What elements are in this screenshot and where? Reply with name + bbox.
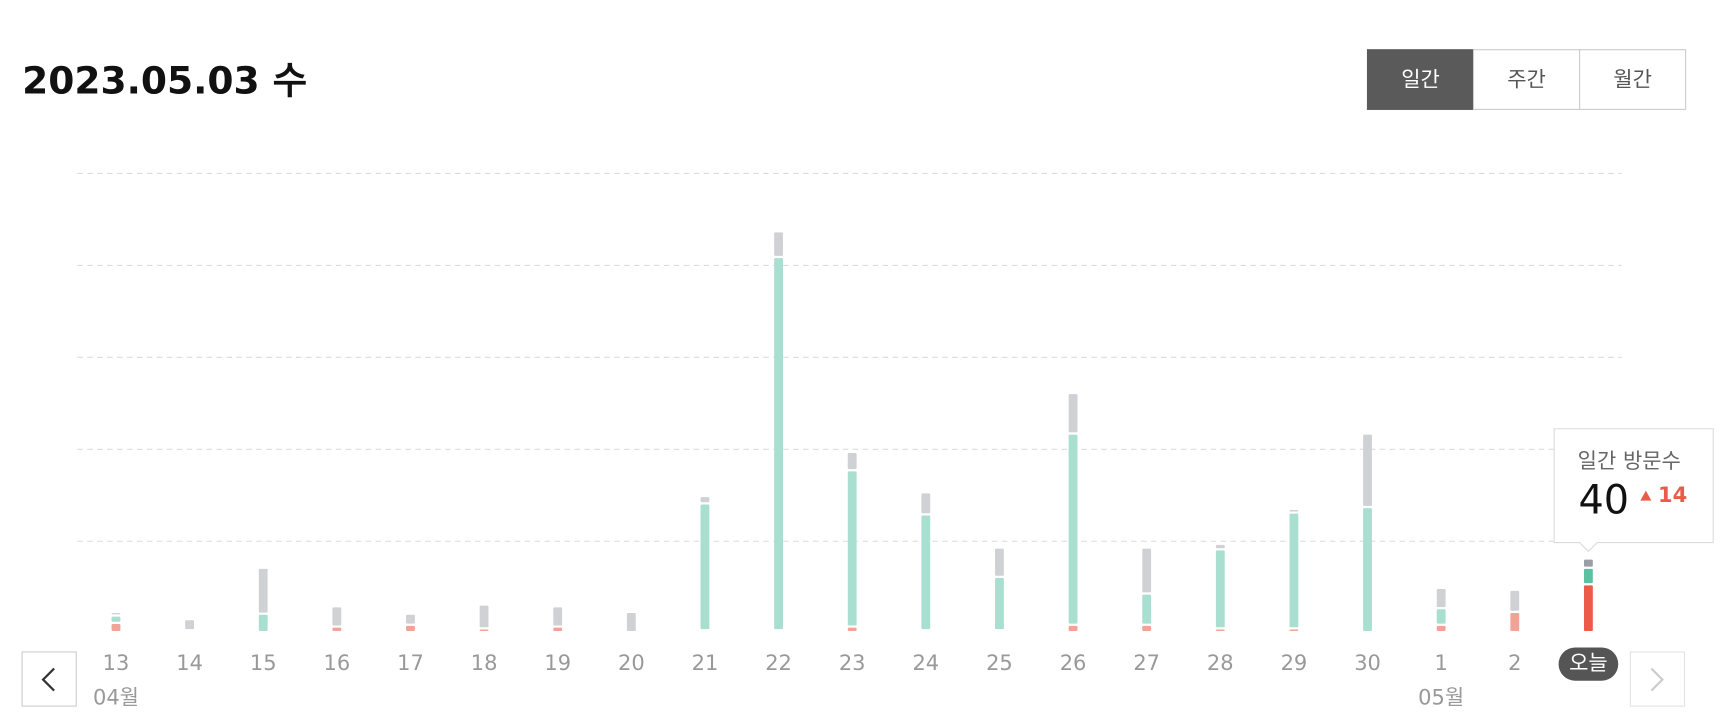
bar-segment — [1510, 590, 1520, 611]
bar-segment — [1289, 509, 1299, 512]
bar-segment — [479, 629, 489, 631]
bar-segment — [1142, 625, 1152, 631]
x-axis: 13 04월 14 15 16 17 18 19 20 21 22 23 24 25 26 27 28 29 30 1… — [93, 647, 1619, 709]
next-arrow — [1650, 667, 1664, 692]
bar-segment — [921, 493, 931, 514]
tab-label[interactable]: 일간 — [1401, 68, 1440, 92]
bar-segment — [1510, 612, 1520, 631]
tooltip-change: 14 — [1658, 483, 1687, 507]
next-box[interactable] — [1629, 651, 1686, 707]
bar-segment — [553, 607, 563, 626]
bar-segment — [479, 605, 489, 628]
bar-segment — [1583, 585, 1593, 631]
bar-segment — [774, 232, 783, 256]
prev-box[interactable] — [21, 651, 77, 707]
x-tick-label: 16 — [323, 651, 350, 675]
bar-segment — [258, 614, 268, 631]
bar-segment — [1583, 559, 1593, 567]
bar-segment — [111, 612, 121, 615]
bar-segment — [847, 452, 857, 470]
bar-segment — [921, 515, 931, 630]
x-tick-label: 24 — [912, 651, 939, 675]
x-tick-label: 27 — [1133, 651, 1160, 675]
bar-segment — [1436, 625, 1446, 631]
x-tick-label: 15 — [250, 651, 277, 675]
bar-segment — [1068, 434, 1078, 624]
today-pill — [1558, 647, 1619, 681]
bar-segment — [1583, 568, 1593, 584]
tab-button[interactable] — [1579, 49, 1687, 110]
x-tick-label: 17 — [397, 651, 424, 675]
bar-segment — [1068, 625, 1078, 631]
bar-segment — [847, 471, 857, 626]
bar-segment — [1363, 434, 1372, 506]
date-title: 2023.05.03 수 — [22, 58, 307, 102]
prev-button[interactable] — [21, 651, 77, 707]
bar-segment — [1215, 544, 1225, 549]
bar-segment — [1215, 629, 1225, 631]
bar-segment — [111, 623, 121, 631]
bar-segment — [1289, 513, 1299, 628]
prev-arrow — [41, 667, 55, 692]
x-tick-label: 1 — [1434, 651, 1447, 675]
next-button[interactable] — [1629, 651, 1686, 707]
tooltip: 일간 방문수 40 14 — [1553, 428, 1714, 553]
x-tick-label: 20 — [618, 651, 645, 675]
bar-segment — [185, 620, 195, 630]
tooltip-value: 40 — [1578, 477, 1629, 523]
x-tick-label: 18 — [471, 651, 498, 675]
bar-segment — [1215, 550, 1225, 628]
month-label: 05월 — [1418, 685, 1464, 709]
x-tick-label: 2 — [1508, 651, 1521, 675]
up-triangle — [1640, 490, 1652, 501]
x-tick-label: 29 — [1281, 651, 1308, 675]
x-tick-label: 22 — [765, 651, 792, 675]
tab-group: 일간 주간 월간 — [1366, 49, 1687, 110]
bar-segment — [1142, 594, 1152, 624]
bar-segment — [700, 504, 710, 630]
tab-label[interactable]: 주간 — [1507, 68, 1546, 92]
x-tick-label: 14 — [176, 651, 203, 675]
bar-segment — [332, 607, 342, 626]
x-tick-label: 19 — [544, 651, 571, 675]
bars — [111, 232, 1593, 631]
tooltip-title: 일간 방문수 — [1578, 449, 1681, 473]
x-tick-label: 25 — [986, 651, 1013, 675]
bar-segment — [1436, 589, 1446, 608]
tab-label[interactable]: 월간 — [1613, 68, 1652, 92]
bar-segment — [995, 578, 1004, 630]
x-tick-label: 21 — [692, 651, 719, 675]
bar-segment — [847, 627, 857, 631]
tab-button[interactable] — [1472, 49, 1581, 110]
bar-segment — [626, 612, 636, 631]
bar-segment — [1289, 629, 1299, 631]
x-tick-label: 13 — [103, 651, 130, 675]
bar-segment — [1142, 548, 1152, 593]
bar-segment — [1068, 394, 1078, 433]
bar-segment — [111, 616, 121, 622]
tab-button[interactable] — [1366, 49, 1475, 110]
x-tick-label: 26 — [1060, 651, 1087, 675]
x-tick-label: 오늘 — [1569, 651, 1608, 675]
tooltip-box — [1553, 428, 1714, 553]
bar-segment — [1363, 508, 1372, 631]
bar-segment — [553, 627, 563, 631]
bar-segment — [258, 568, 268, 613]
x-tick-label: 23 — [839, 651, 866, 675]
x-tick-label: 30 — [1354, 651, 1381, 675]
bar-segment — [406, 625, 415, 631]
bar-segment — [332, 627, 342, 631]
month-label: 04월 — [93, 685, 139, 709]
x-tick-label: 28 — [1207, 651, 1234, 675]
bar-segment — [406, 614, 415, 624]
bar-segment — [1436, 609, 1446, 624]
bar-segment — [774, 258, 783, 630]
bar-segment — [995, 548, 1004, 576]
bar-segment — [700, 497, 710, 503]
